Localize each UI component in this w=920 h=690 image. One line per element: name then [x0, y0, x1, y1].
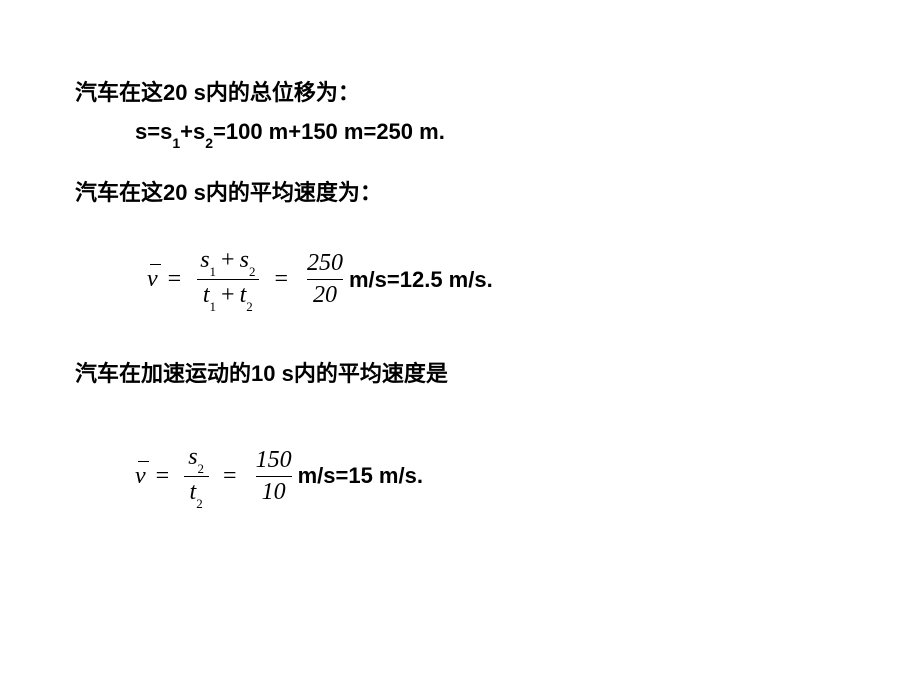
subscript: 2	[196, 496, 203, 511]
equals: =	[168, 266, 182, 293]
numerator: 150	[250, 447, 298, 476]
result-text: m/s=15 m/s.	[298, 463, 423, 489]
plus: +	[221, 282, 235, 308]
text: 汽车在这	[75, 180, 163, 205]
subscript: 1	[210, 264, 217, 279]
text: +s	[180, 119, 205, 144]
fraction-numeric: 250 20	[301, 250, 349, 309]
subscript: 1	[210, 299, 217, 314]
var: s	[200, 247, 209, 273]
equals: =	[274, 266, 288, 293]
denominator: t1+t2	[197, 279, 259, 312]
text: 内的平均速度为：	[206, 180, 382, 205]
plus: +	[221, 247, 235, 273]
text: 内的平均速度是	[294, 361, 448, 386]
subscript: 2	[198, 461, 205, 476]
fraction-symbolic: s1+s2 t1+t2	[194, 247, 261, 312]
numerator: s1+s2	[194, 247, 261, 279]
numerator: 250	[301, 250, 349, 279]
formula-avg-velocity-2: v = s2 t2 = 150 10 m/s=15 m/s.	[135, 444, 855, 509]
text: s=s	[135, 119, 172, 144]
formula-avg-velocity-1: v = s1+s2 t1+t2 = 250 20 m/s=12.5 m/s.	[147, 247, 855, 312]
subscript: 1	[172, 135, 180, 151]
variable-v-bar: v	[135, 463, 146, 490]
denominator: 20	[307, 279, 343, 309]
subscript: 2	[205, 135, 213, 151]
variable-v-bar: v	[147, 266, 158, 293]
text: 内的总位移为：	[206, 80, 360, 105]
text: 20 s	[163, 80, 206, 105]
line-displacement-equation: s=s1+s2=100 m+150 m=250 m.	[135, 119, 855, 147]
var: t	[203, 282, 210, 308]
line-total-displacement-heading: 汽车在这20 s内的总位移为：	[75, 75, 855, 107]
document-content: 汽车在这20 s内的总位移为： s=s1+s2=100 m+150 m=250 …	[75, 75, 855, 553]
var: s	[240, 247, 249, 273]
text: 汽车在加速运动的	[75, 361, 251, 386]
denominator: t2	[184, 476, 209, 509]
text: 10 s	[251, 361, 294, 386]
var: s	[188, 444, 197, 470]
equals: =	[223, 463, 237, 490]
numerator: s2	[182, 444, 210, 476]
denominator: 10	[256, 476, 292, 506]
fraction-numeric: 150 10	[250, 447, 298, 506]
line-accel-velocity-heading: 汽车在加速运动的10 s内的平均速度是	[75, 356, 855, 388]
text: 汽车在这	[75, 80, 163, 105]
line-avg-velocity-heading: 汽车在这20 s内的平均速度为：	[75, 175, 855, 207]
subscript: 2	[249, 264, 256, 279]
fraction-symbolic: s2 t2	[182, 444, 210, 509]
subscript: 2	[246, 299, 253, 314]
text: =100 m+150 m=250 m.	[213, 119, 445, 144]
text: 20 s	[163, 180, 206, 205]
result-text: m/s=12.5 m/s.	[349, 267, 493, 293]
equals: =	[156, 463, 170, 490]
